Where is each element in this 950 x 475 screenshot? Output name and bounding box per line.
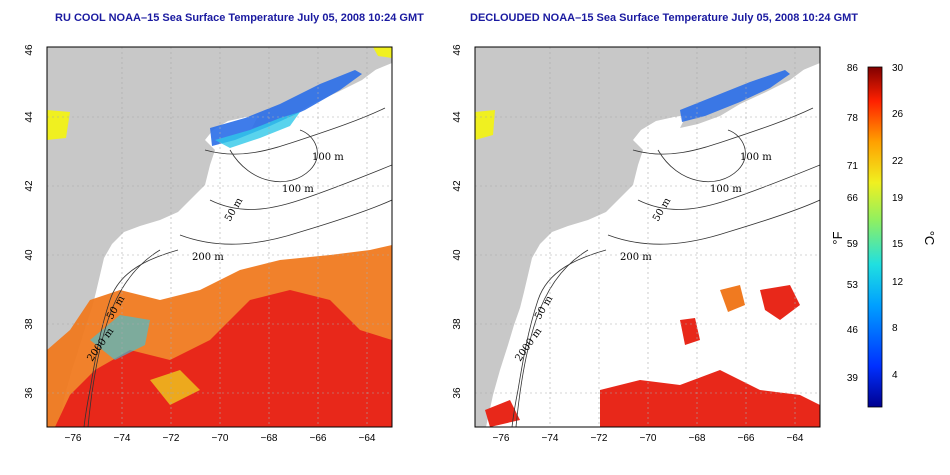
yellow-patch <box>475 110 495 140</box>
x-tick-label: −64 <box>359 433 376 444</box>
y-tick-label: 44 <box>452 111 463 123</box>
left-x-axis: −76 −74 −72 −70 −68 −66 −64 <box>65 433 376 444</box>
contour-label-100m-b: 100 m <box>710 184 742 195</box>
fahrenheit-tick: 59 <box>847 239 859 250</box>
x-tick-label: −70 <box>640 433 657 444</box>
contour-label-200m: 200 m <box>192 252 224 263</box>
x-tick-label: −68 <box>689 433 706 444</box>
y-tick-label: 38 <box>452 318 463 330</box>
x-tick-label: −66 <box>310 433 327 444</box>
sst-cool-patch <box>680 70 790 122</box>
celsius-tick: 15 <box>892 239 904 250</box>
fahrenheit-tick: 53 <box>847 280 859 291</box>
celsius-tick: 22 <box>892 156 904 167</box>
left-map-title: RU COOL NOAA–15 Sea Surface Temperature … <box>55 12 424 24</box>
depth-contours <box>511 107 820 427</box>
x-tick-label: −76 <box>65 433 82 444</box>
celsius-tick: 12 <box>892 277 904 288</box>
contour-label-100m-b: 100 m <box>282 184 314 195</box>
contour-label-100m-a: 100 m <box>312 152 344 163</box>
right-y-axis: 46 44 42 40 38 36 <box>452 44 463 399</box>
x-tick-label: −74 <box>114 433 131 444</box>
y-tick-label: 40 <box>24 249 35 261</box>
x-tick-label: −72 <box>591 433 608 444</box>
fahrenheit-tick: 39 <box>847 373 859 384</box>
left-map-panel: 100 m 100 m 50 m 200 m 50 m 2000 m <box>47 47 392 427</box>
colorbar-gradient <box>867 66 883 408</box>
x-tick-label: −64 <box>787 433 804 444</box>
celsius-tick: 26 <box>892 109 904 120</box>
left-map-frame <box>46 46 393 428</box>
x-tick-label: −74 <box>542 433 559 444</box>
fahrenheit-tick: 66 <box>847 193 859 204</box>
fahrenheit-tick: 86 <box>847 63 859 74</box>
celsius-tick: 30 <box>892 63 904 74</box>
sst-cool-patch <box>210 70 362 148</box>
y-tick-label: 46 <box>24 44 35 56</box>
grid-lines <box>47 47 392 427</box>
y-tick-label: 44 <box>24 111 35 123</box>
y-tick-label: 42 <box>452 180 463 192</box>
fahrenheit-unit-label: °F <box>830 231 845 244</box>
celsius-tick: 19 <box>892 193 904 204</box>
fahrenheit-tick: 71 <box>847 161 859 172</box>
right-map-frame <box>474 46 821 428</box>
y-tick-label: 46 <box>452 44 463 56</box>
land-mass <box>47 47 392 427</box>
right-map-title: DECLOUDED NOAA–15 Sea Surface Temperatur… <box>470 12 859 24</box>
right-x-axis: −76 −74 −72 −70 −68 −66 −64 <box>493 433 804 444</box>
yellow-patch <box>47 110 70 140</box>
celsius-tick: 4 <box>892 370 898 381</box>
land-mass <box>475 47 820 427</box>
contour-label-100m-a: 100 m <box>740 152 772 163</box>
x-tick-label: −68 <box>261 433 278 444</box>
x-tick-label: −72 <box>163 433 180 444</box>
x-tick-label: −66 <box>738 433 755 444</box>
grid-lines <box>475 47 820 427</box>
contour-label-200m: 200 m <box>620 252 652 263</box>
y-tick-label: 40 <box>452 249 463 261</box>
left-y-axis: 46 44 42 40 38 36 <box>24 44 35 399</box>
y-tick-label: 42 <box>24 180 35 192</box>
depth-contours <box>83 107 392 427</box>
fahrenheit-tick: 78 <box>847 113 859 124</box>
sst-warm-patch <box>485 285 820 427</box>
celsius-unit-label: °C <box>922 231 937 246</box>
colorbar: 86 78 71 66 59 53 46 39 30 26 22 19 15 1… <box>830 63 937 408</box>
fahrenheit-tick: 46 <box>847 325 859 336</box>
y-tick-label: 36 <box>24 387 35 399</box>
celsius-tick: 8 <box>892 323 898 334</box>
x-tick-label: −76 <box>493 433 510 444</box>
y-tick-label: 38 <box>24 318 35 330</box>
yellow-patch-ne <box>373 47 392 58</box>
right-map-panel: 100 m 100 m 50 m 200 m 50 m 2000 m <box>475 47 820 427</box>
y-tick-label: 36 <box>452 387 463 399</box>
x-tick-label: −70 <box>212 433 229 444</box>
